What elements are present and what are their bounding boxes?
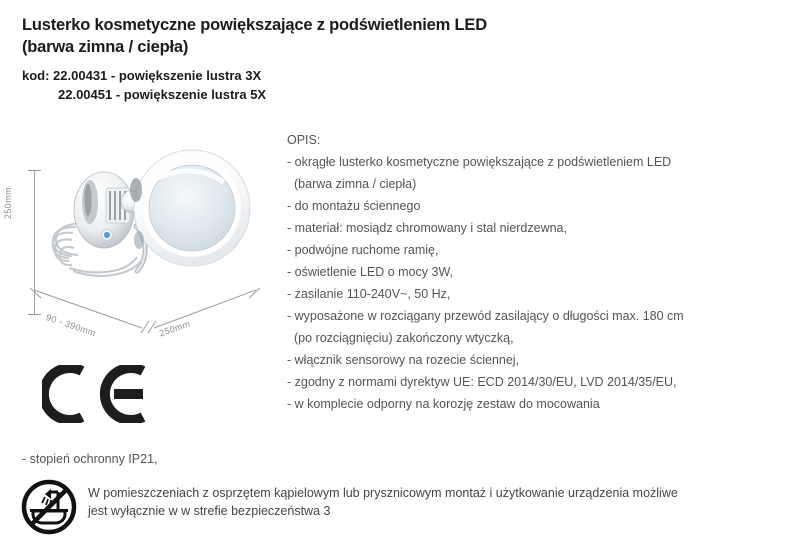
product-figure: 250mm	[0, 140, 270, 345]
page-title: Lusterko kosmetyczne powiększające z pod…	[22, 14, 742, 104]
no-bathtub-shower-icon	[18, 478, 80, 536]
description-item: - oświetlenie LED o mocy 3W,	[287, 265, 454, 279]
description-item: - podwójne ruchome ramię,	[287, 243, 439, 257]
sensor-button-icon	[103, 231, 111, 239]
description-heading: OPIS:	[287, 133, 321, 147]
ip-rating-text: - stopień ochronny IP21,	[22, 452, 158, 466]
mirror-illustration	[40, 140, 255, 290]
power-cable	[51, 221, 144, 277]
product-code-5x: 22.00451 - powiększenie lustra 5X	[58, 87, 267, 102]
description-item: - wyposażone w rozciągany przewód zasila…	[287, 309, 684, 323]
dimension-label-height: 250mm	[3, 187, 13, 220]
ce-marking-icon	[38, 363, 152, 425]
description-item: (po rozciągnięciu) zakończony wtyczką,	[294, 331, 514, 345]
product-codes: kod: 22.00431 - powiększenie lustra 3X 2…	[22, 66, 742, 104]
safety-warning-line-1: W pomieszczeniach z osprzętem kąpielowym…	[88, 486, 678, 500]
product-title-line-1: Lusterko kosmetyczne powiększające z pod…	[22, 16, 487, 34]
description-item: - do montażu ściennego	[287, 199, 421, 213]
safety-warning: W pomieszczeniach z osprzętem kąpielowym…	[18, 478, 788, 536]
dimension-shaft-vertical	[34, 170, 35, 315]
safety-warning-line-2: jest wyłącznie w w strefie bezpieczeństw…	[88, 504, 331, 518]
description-item: (barwa zimna / ciepła)	[294, 177, 417, 191]
description-item: - okrągłe lusterko kosmetyczne powiększa…	[287, 155, 672, 169]
mirror-head	[130, 149, 251, 267]
description-item: - włącznik sensorowy na rozecie ściennej…	[287, 353, 520, 367]
description-block: OPIS: - okrągłe lusterko kosmetyczne pow…	[287, 129, 787, 415]
description-item: - w komplecie odporny na korozję zestaw …	[287, 397, 600, 411]
description-item: - materiał: mosiądz chromowany i stal ni…	[287, 221, 567, 235]
safety-warning-text: W pomieszczeniach z osprzętem kąpielowym…	[88, 478, 678, 520]
mirror-hinge-shadow	[130, 178, 142, 202]
dimension-cap-bottom	[28, 314, 41, 315]
product-title-line-2: (barwa zimna / ciepła)	[22, 38, 189, 56]
description-item: - zgodny z normami dyrektyw UE: ECD 2014…	[287, 375, 677, 389]
dimension-line-height	[28, 170, 42, 315]
description-item: - zasilanie 110-240V~, 50 Hz,	[287, 287, 451, 301]
dimension-lines-footprint: 90 - 390mm 250mm	[30, 288, 260, 343]
product-code-3x: kod: 22.00431 - powiększenie lustra 3X	[22, 68, 262, 83]
